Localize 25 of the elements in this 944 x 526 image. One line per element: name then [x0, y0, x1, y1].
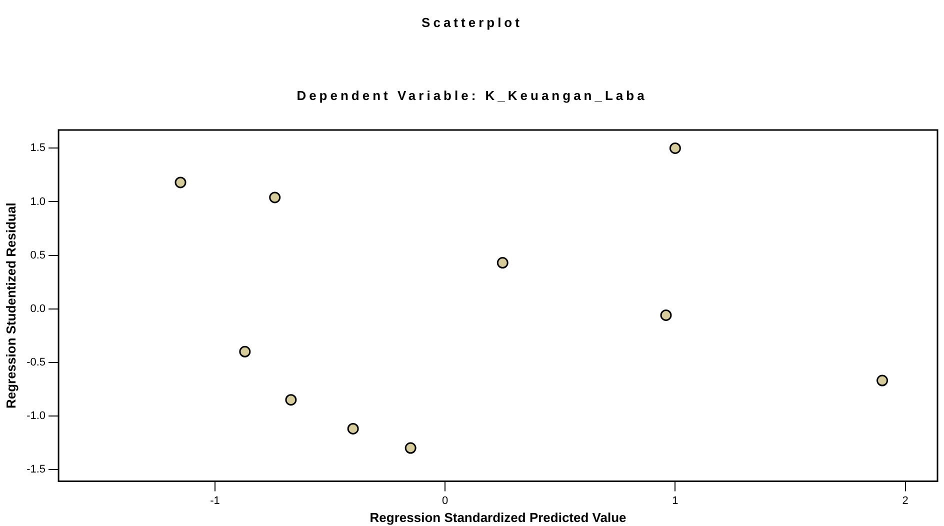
y-tick-label: 0.0: [30, 302, 46, 315]
y-tick-label: -1.5: [26, 463, 46, 476]
point: [347, 422, 359, 434]
chart-title: Scatterplot: [420, 15, 524, 30]
y-axis-title: Regression Studentized Residual: [3, 202, 18, 409]
y-tick-label: -1.0: [26, 410, 46, 422]
point: [496, 257, 508, 269]
x-tick-label: 0: [442, 494, 448, 507]
point: [876, 374, 888, 386]
x-tick-label: 2: [902, 494, 908, 507]
point: [660, 309, 672, 321]
point: [174, 176, 186, 188]
x-tick-label: -1: [210, 494, 220, 507]
point: [285, 394, 297, 406]
y-tick-label: 1.5: [30, 142, 46, 154]
point: [669, 142, 681, 154]
point: [239, 346, 251, 358]
point: [404, 442, 416, 454]
point: [269, 192, 281, 204]
x-axis-title: Regression Standardized Predicted Value: [370, 510, 626, 525]
y-tick-label: 1.0: [30, 196, 46, 208]
y-tick-label: 0.5: [30, 249, 46, 262]
y-tick-label: -0.5: [26, 356, 46, 368]
x-tick-label: 1: [672, 494, 678, 507]
chart-subtitle: Dependent Variable: K_Keuangan_Laba: [296, 88, 648, 103]
